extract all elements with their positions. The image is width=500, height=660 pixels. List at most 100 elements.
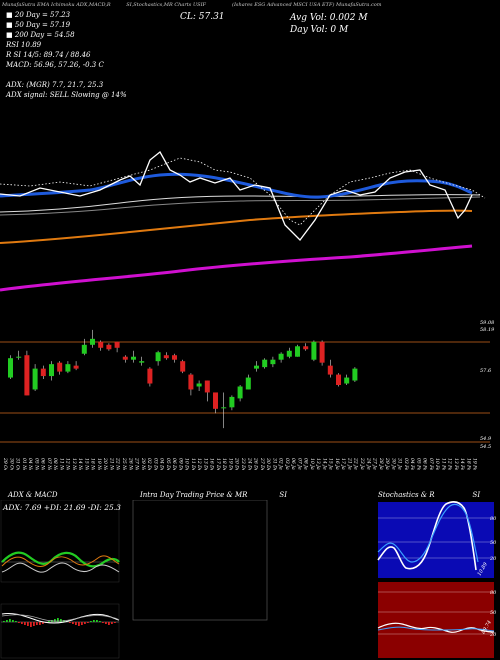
- main-price-chart: 59.08 58.19 57.6 54.9 54.5 29 Oct 30 Oct 3…: [0, 151, 495, 470]
- stoch-k-line: [377, 501, 477, 571]
- date-tick-label: 16 Dec: [209, 458, 215, 470]
- ichimoku-dotted-line: [0, 157, 486, 226]
- date-tick-label: 13 Nov: [71, 458, 77, 470]
- candle-body: [319, 341, 325, 363]
- price-label: 54.9: [480, 436, 492, 442]
- stoch-level-label: 20: [489, 556, 497, 562]
- candle-body: [114, 341, 120, 348]
- date-tick-label: 03 Dec: [152, 458, 158, 470]
- macd-histogram-bar: [24, 622, 26, 625]
- date-tick-label: 31 Dec: [271, 458, 277, 470]
- ma-gray-line: [0, 196, 481, 216]
- macd-histogram-bar: [93, 620, 95, 622]
- candle-body: [295, 346, 300, 357]
- date-tick-label: 10 Feb: [434, 458, 440, 470]
- macd-histogram-bar: [96, 620, 98, 622]
- info-line-20day: ■ 20 Day = 57.23: [6, 11, 71, 19]
- date-tick-label: 13 Dec: [202, 458, 208, 470]
- candle-body: [106, 344, 112, 350]
- macd-histogram-bar: [18, 622, 20, 623]
- candle-body: [204, 380, 210, 393]
- header-item[interactable]: MunafaSutra: [2, 2, 36, 8]
- candle-body: [147, 368, 153, 384]
- date-tick-label: 13 Feb: [453, 458, 459, 470]
- date-tick-label: 30 Dec: [265, 458, 271, 470]
- macd-histogram-bar: [30, 622, 32, 627]
- price-label: 58.19: [480, 327, 495, 333]
- date-tick-label: 04 Feb: [409, 458, 415, 470]
- date-tick-label: 25 Nov: [121, 457, 127, 470]
- header-item[interactable]: USIF: [192, 2, 207, 8]
- avg-volume: Avg Vol: 0.002 M: [290, 13, 368, 23]
- date-tick-label: 06 Feb: [422, 458, 428, 470]
- ma-200-line: [0, 244, 473, 292]
- candle-body: [180, 361, 186, 372]
- candle-body: [262, 359, 268, 368]
- header-item[interactable]: SI,Stochastics,MR: [126, 2, 173, 8]
- date-tick-label: 02 Dec: [146, 458, 152, 470]
- date-tick-label: 03 Feb: [403, 458, 409, 470]
- candle-body: [344, 377, 350, 384]
- date-tick-label: 11 Feb: [440, 458, 446, 470]
- date-tick-label: 27 Dec: [259, 457, 265, 470]
- candle-body: [286, 350, 292, 357]
- header-item[interactable]: ADX,MACD,R: [76, 2, 111, 8]
- macd-histogram: [3, 618, 116, 627]
- macd-histogram-bar: [69, 622, 71, 623]
- candle-body: [122, 356, 128, 360]
- date-tick-label: 19 Nov: [96, 458, 102, 470]
- date-tick-label: 24 Dec: [246, 457, 252, 470]
- candle-body: [65, 364, 71, 372]
- date-tick-label: 16 Jan: [334, 458, 340, 470]
- macd-histogram-bar: [36, 622, 38, 625]
- date-tick-label: 17 Jan: [340, 458, 346, 470]
- candle-body: [278, 353, 284, 360]
- header-item[interactable]: Ichimoku: [50, 2, 75, 8]
- header-item[interactable]: EMA: [37, 2, 50, 8]
- date-tick-label: 05 Nov: [33, 458, 39, 470]
- candle-body: [8, 358, 13, 378]
- candle-body: [49, 364, 54, 377]
- header-bar: MunafaSutra EMA Ichimoku ADX,MACD,R SI,S…: [2, 2, 206, 8]
- date-tick-label: 06 Jan: [290, 458, 296, 470]
- ma-50-long-line: [0, 209, 473, 244]
- macd-histogram-bar: [15, 621, 17, 622]
- rsi-level-label: 50: [490, 610, 497, 616]
- date-tick-label: 11 Nov: [58, 458, 64, 470]
- info-line-rsi: RSI 10.89: [6, 41, 42, 49]
- candle-body: [155, 352, 161, 362]
- date-tick-label: 12 Feb: [447, 458, 453, 470]
- minus-di-line: [1, 562, 120, 573]
- date-tick-label: 31 Jan: [397, 458, 403, 470]
- intra-day-title: Intra Day Trading Price & MR SI: [140, 491, 287, 499]
- stoch-level-label: 50: [490, 540, 497, 546]
- date-tick-label: 27 Jan: [372, 457, 378, 470]
- date-tick-label: 06 Dec: [171, 458, 177, 470]
- stoch-d-line: [377, 503, 479, 563]
- date-tick-label: 05 Feb: [415, 458, 421, 470]
- date-tick-label: 27 Nov: [134, 457, 140, 470]
- date-tick-label: 19 Dec: [227, 458, 233, 470]
- header-item[interactable]: Charts: [174, 2, 192, 8]
- price-line: [0, 151, 473, 241]
- rsi-level-label: 80: [490, 590, 497, 596]
- macd-histogram-bar: [54, 619, 56, 622]
- date-tick-label: 31 Oct: [15, 458, 21, 470]
- adx-info: ADX: (MGR) 7.7, 21.7, 25.3 ADX signal: S…: [6, 80, 127, 100]
- adx-panel: ADX: 7.69 +DI: 21.69 -DI: 25.3: [0, 500, 121, 659]
- macd-histogram-bar: [27, 622, 29, 626]
- date-tick-label: 22 Nov: [115, 457, 121, 470]
- date-tick-label: 18 Feb: [465, 458, 471, 470]
- stochastics-panel: 80 50 20 10.89 80 50 20 89.74: [377, 501, 497, 658]
- macd-histogram-bar: [108, 622, 110, 625]
- info-block: ■ 20 Day = 57.23 ■ 50 Day = 57.19 ■ 200 …: [6, 10, 104, 70]
- date-tick-label: 26 Dec: [253, 457, 259, 470]
- candle-body: [163, 355, 169, 359]
- info-line-50day: ■ 50 Day = 57.19: [6, 21, 71, 29]
- macd-histogram-bar: [39, 622, 41, 625]
- price-label: 54.5: [480, 444, 491, 450]
- macd-histogram-bar: [105, 622, 107, 624]
- date-tick-label: 15 Jan: [328, 458, 334, 470]
- candle-body: [40, 368, 46, 377]
- macd-histogram-bar: [12, 620, 14, 622]
